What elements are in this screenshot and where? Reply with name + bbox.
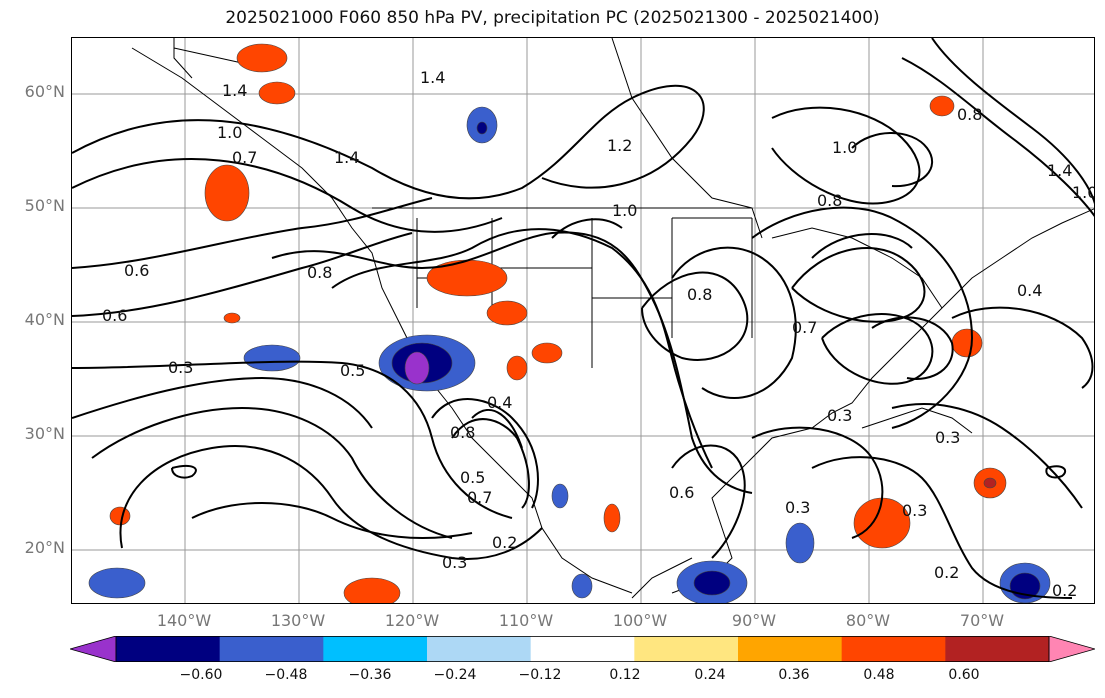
map-title: 2025021000 F060 850 hPa PV, precipitatio… — [225, 8, 880, 28]
colorbar-segment — [945, 636, 1050, 662]
contour-label: 0.3 — [827, 406, 852, 425]
colorbar-segment — [219, 636, 324, 662]
lon-label-110: 110°W — [498, 611, 554, 630]
contour-label: 0.3 — [168, 358, 193, 377]
pv-contours — [72, 38, 1094, 599]
colorbar-tick: 0.36 — [778, 667, 810, 683]
contour-label: 0.8 — [687, 285, 712, 304]
lon-label-80: 80°W — [845, 611, 891, 630]
colorbar-segments — [70, 636, 1095, 662]
contour-label: 0.3 — [785, 498, 810, 517]
contour-label: 0.4 — [1017, 281, 1042, 300]
map-canvas: 1.4 1.4 1.4 1.0 0.7 1.2 1.0 0.8 0.8 1.0 … — [72, 38, 1095, 603]
map-panel: 1.4 1.4 1.4 1.0 0.7 1.2 1.0 0.8 0.8 1.0 … — [71, 37, 1095, 604]
colorbar-tick: 0.24 — [694, 667, 726, 683]
contour-label: 0.7 — [467, 488, 492, 507]
colorbar-tick: −0.24 — [433, 667, 477, 683]
contour-label: 0.6 — [669, 483, 694, 502]
lat-label-30: 30°N — [24, 424, 65, 443]
colorbar-tick: −0.48 — [264, 667, 308, 683]
contour-label: 1.0 — [612, 201, 637, 220]
contour-label: 0.4 — [487, 393, 512, 412]
colorbar-tick: −0.12 — [518, 667, 562, 683]
colorbar-extend-low — [70, 636, 117, 662]
contour-label: 0.3 — [902, 501, 927, 520]
colorbar-extend-high — [1048, 636, 1095, 662]
colorbar — [70, 636, 1095, 662]
colorbar-tick: 0.60 — [948, 667, 980, 683]
contour-label: 0.6 — [102, 306, 127, 325]
colorbar-segment — [530, 636, 635, 662]
contour-label: 0.7 — [232, 148, 257, 167]
lat-label-60: 60°N — [24, 82, 65, 101]
contour-label: 0.5 — [340, 361, 365, 380]
contour-label: 0.8 — [957, 105, 982, 124]
contour-label: 0.8 — [817, 191, 842, 210]
gridlines — [72, 38, 1094, 603]
contour-label: 0.5 — [460, 468, 485, 487]
contour-label: 0.2 — [1052, 581, 1077, 600]
colorbar-tick: −0.36 — [348, 667, 392, 683]
colorbar-segment — [738, 636, 843, 662]
colorbar-segment — [116, 636, 221, 662]
lon-label-100: 100°W — [612, 611, 668, 630]
lon-label-70: 70°W — [959, 611, 1005, 630]
lon-label-120: 120°W — [384, 611, 440, 630]
contour-label: 1.4 — [334, 148, 359, 167]
contour-label: 1.0 — [1072, 183, 1095, 202]
contour-label: 0.3 — [442, 553, 467, 572]
colorbar-frame — [115, 636, 1050, 662]
colorbar-segment — [841, 636, 946, 662]
contour-label: 1.4 — [222, 81, 247, 100]
colorbar-tick: 0.48 — [863, 667, 895, 683]
contour-label: 1.2 — [607, 136, 632, 155]
precip-shading — [88, 43, 1051, 603]
lon-label-90: 90°W — [731, 611, 777, 630]
contour-label: 0.2 — [492, 533, 517, 552]
contour-label: 1.4 — [1047, 161, 1072, 180]
lat-label-50: 50°N — [24, 196, 65, 215]
contour-label: 0.3 — [935, 428, 960, 447]
colorbar-tick: −0.60 — [179, 667, 223, 683]
contour-labels: 1.4 1.4 1.4 1.0 0.7 1.2 1.0 0.8 0.8 1.0 … — [102, 68, 1095, 600]
lon-label-140: 140°W — [156, 611, 212, 630]
contour-label: 1.0 — [832, 138, 857, 157]
colorbar-tick: 0.12 — [609, 667, 641, 683]
colorbar-segment — [634, 636, 739, 662]
contour-label: 0.6 — [124, 261, 149, 280]
lon-label-130: 130°W — [270, 611, 326, 630]
contour-label: 0.8 — [450, 423, 475, 442]
contour-label: 1.4 — [420, 68, 445, 87]
contour-label: 1.0 — [217, 123, 242, 142]
contour-label: 0.7 — [792, 318, 817, 337]
colorbar-segment — [323, 636, 428, 662]
contour-label: 0.8 — [307, 263, 332, 282]
lat-label-20: 20°N — [24, 538, 65, 557]
colorbar-segment — [427, 636, 532, 662]
lat-label-40: 40°N — [24, 310, 65, 329]
contour-label: 0.2 — [934, 563, 959, 582]
